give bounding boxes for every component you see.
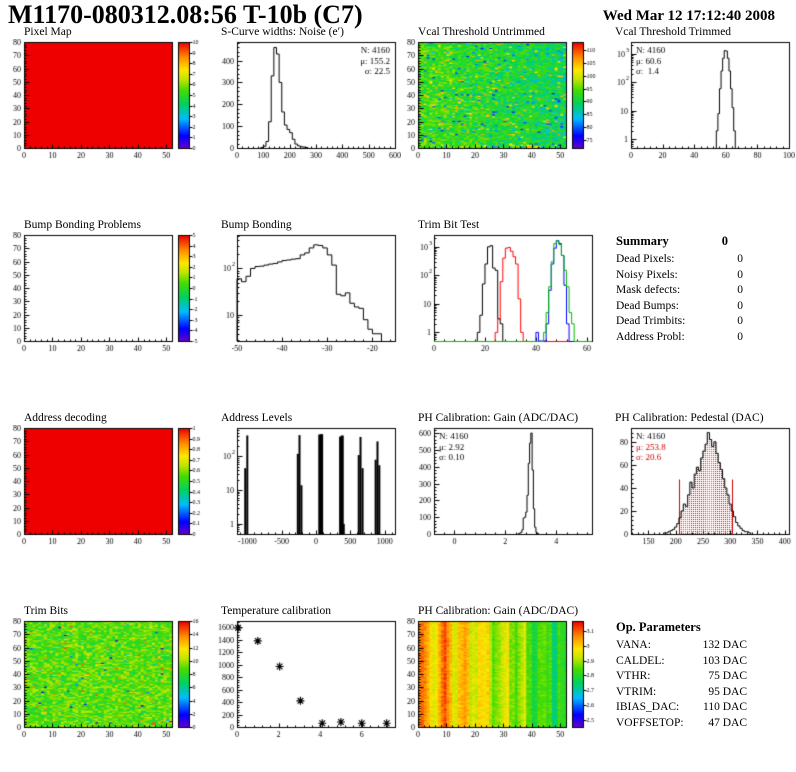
panel-ph-gain-map: PH Calibration: Gain (ADC/DAC) bbox=[402, 605, 599, 772]
op-parameters-heading: Op. Parameters bbox=[616, 620, 701, 634]
summary-row: Dead Bumps: 0 bbox=[616, 299, 743, 315]
scurve-noise-plot bbox=[205, 39, 401, 164]
panel-op-parameters: Op. Parameters VANA: 132 DAC CALDEL: 103 D… bbox=[599, 605, 796, 772]
panel-title: Bump Bonding bbox=[221, 219, 292, 231]
op-parameter-label: VANA: bbox=[616, 639, 651, 651]
panel-title: Address Levels bbox=[221, 412, 293, 424]
summary-row: Address Probl: 0 bbox=[616, 330, 743, 346]
panel-trim-bits-map: Trim Bits bbox=[8, 605, 205, 772]
op-parameter-label: VOFFSETOP: bbox=[616, 716, 684, 729]
panel-address-decoding: Address decoding bbox=[8, 412, 205, 605]
panel-summary: Summary 0 Dead Pixels: 0 Noisy Pixels: 0 M… bbox=[599, 219, 796, 412]
op-parameter-row: VOFFSETOP: 47 DAC bbox=[616, 716, 747, 732]
panel-title: Temperature calibration bbox=[221, 605, 331, 617]
vcal-threshold-trimmed-plot bbox=[599, 39, 795, 164]
panel-bump-bonding-problems: Bump Bonding Problems bbox=[8, 219, 205, 412]
op-parameter-label: VTHR: bbox=[616, 670, 651, 682]
summary-row-value: 0 bbox=[737, 330, 743, 343]
address-levels-plot bbox=[205, 425, 401, 550]
summary-heading-value: 0 bbox=[721, 234, 728, 248]
summary-row-value: 0 bbox=[737, 268, 743, 281]
op-parameter-row: CALDEL: 103 DAC bbox=[616, 654, 747, 670]
panel-pixel-map: Pixel Map bbox=[8, 26, 205, 219]
summary-row-label: Dead Pixels: bbox=[616, 253, 675, 265]
op-parameter-value: 95 DAC bbox=[708, 685, 747, 698]
trim-bits-map-plot bbox=[8, 618, 204, 743]
summary-row-label: Dead Trimbits: bbox=[616, 315, 686, 327]
pixel-map-plot bbox=[8, 39, 204, 164]
op-parameter-value: 47 DAC bbox=[708, 716, 747, 729]
ph-gain-map-plot bbox=[402, 618, 598, 743]
summary-row: Dead Trimbits: 0 bbox=[616, 314, 743, 330]
summary-row-value: 0 bbox=[737, 284, 743, 296]
panel-title: Vcal Threshold Untrimmed bbox=[418, 26, 545, 38]
panel-trim-bit-test: Trim Bit Test bbox=[402, 219, 599, 412]
op-parameter-label: IBIAS_DAC: bbox=[616, 701, 680, 713]
op-parameter-label: CALDEL: bbox=[616, 654, 665, 667]
summary-row: Dead Pixels: 0 bbox=[616, 252, 743, 268]
panel-title: PH Calibration: Gain (ADC/DAC) bbox=[418, 605, 579, 617]
op-parameter-value: 132 DAC bbox=[702, 639, 747, 651]
address-decoding-plot bbox=[8, 425, 204, 550]
panel-title: Vcal Threshold Trimmed bbox=[615, 26, 732, 38]
vcal-threshold-untrimmed-plot bbox=[402, 39, 598, 164]
op-parameter-value: 103 DAC bbox=[702, 654, 747, 667]
op-parameter-row: VTHR: 75 DAC bbox=[616, 669, 747, 685]
panel-bump-bonding: Bump Bonding bbox=[205, 219, 402, 412]
ph-gain-hist-plot bbox=[402, 425, 598, 550]
panel-title: S-Curve widths: Noise (e′) bbox=[221, 26, 344, 38]
op-parameter-value: 110 DAC bbox=[703, 701, 747, 713]
op-parameter-row: IBIAS_DAC: 110 DAC bbox=[616, 700, 747, 716]
op-parameter-row: VTRIM: 95 DAC bbox=[616, 685, 747, 701]
panel-ph-pedestal: PH Calibration: Pedestal (DAC) bbox=[599, 412, 796, 605]
summary-row-label: Address Probl: bbox=[616, 330, 685, 343]
page-title: M1170-080312.08:56 T-10b (C7) bbox=[8, 0, 363, 29]
panel-address-levels: Address Levels bbox=[205, 412, 402, 605]
report-date: Wed Mar 12 17:12:40 2008 bbox=[602, 8, 775, 24]
summary-heading: Summary bbox=[616, 234, 669, 248]
panel-ph-gain-hist: PH Calibration: Gain (ADC/DAC) bbox=[402, 412, 599, 605]
panel-scurve-noise: S-Curve widths: Noise (e′) bbox=[205, 26, 402, 219]
panel-title: Trim Bits bbox=[24, 605, 69, 617]
panel-title: Bump Bonding Problems bbox=[24, 219, 141, 231]
panel-vcal-threshold-untrimmed: Vcal Threshold Untrimmed bbox=[402, 26, 599, 219]
panel-vcal-threshold-trimmed: Vcal Threshold Trimmed bbox=[599, 26, 796, 219]
panel-title: PH Calibration: Gain (ADC/DAC) bbox=[418, 412, 579, 424]
panel-title: PH Calibration: Pedestal (DAC) bbox=[615, 412, 764, 424]
op-parameter-value: 75 DAC bbox=[708, 670, 747, 682]
summary-row: Mask defects: 0 bbox=[616, 283, 743, 299]
op-parameter-label: VTRIM: bbox=[616, 685, 657, 698]
summary-row-label: Mask defects: bbox=[616, 284, 681, 296]
panel-title: Pixel Map bbox=[24, 26, 72, 38]
bump-bonding-plot bbox=[205, 232, 401, 357]
trim-bit-test-plot bbox=[402, 232, 598, 357]
summary-row-label: Dead Bumps: bbox=[616, 299, 679, 312]
summary-row-value: 0 bbox=[737, 299, 743, 312]
summary-row-value: 0 bbox=[737, 253, 743, 265]
summary-row: Noisy Pixels: 0 bbox=[616, 268, 743, 284]
panel-title: Trim Bit Test bbox=[418, 219, 480, 231]
temperature-calibration-plot bbox=[205, 618, 401, 743]
bump-bonding-problems-plot bbox=[8, 232, 204, 357]
panel-temperature-calibration: Temperature calibration bbox=[205, 605, 402, 772]
panel-title: Address decoding bbox=[24, 412, 107, 424]
ph-pedestal-plot bbox=[599, 425, 795, 550]
plot-grid: Pixel Map S-Curve widths: Noise (e′) Vca… bbox=[8, 26, 796, 772]
summary-heading-row: Summary 0 bbox=[616, 234, 728, 249]
summary-row-value: 0 bbox=[737, 315, 743, 327]
op-parameter-row: VANA: 132 DAC bbox=[616, 638, 747, 654]
summary-row-label: Noisy Pixels: bbox=[616, 268, 678, 281]
